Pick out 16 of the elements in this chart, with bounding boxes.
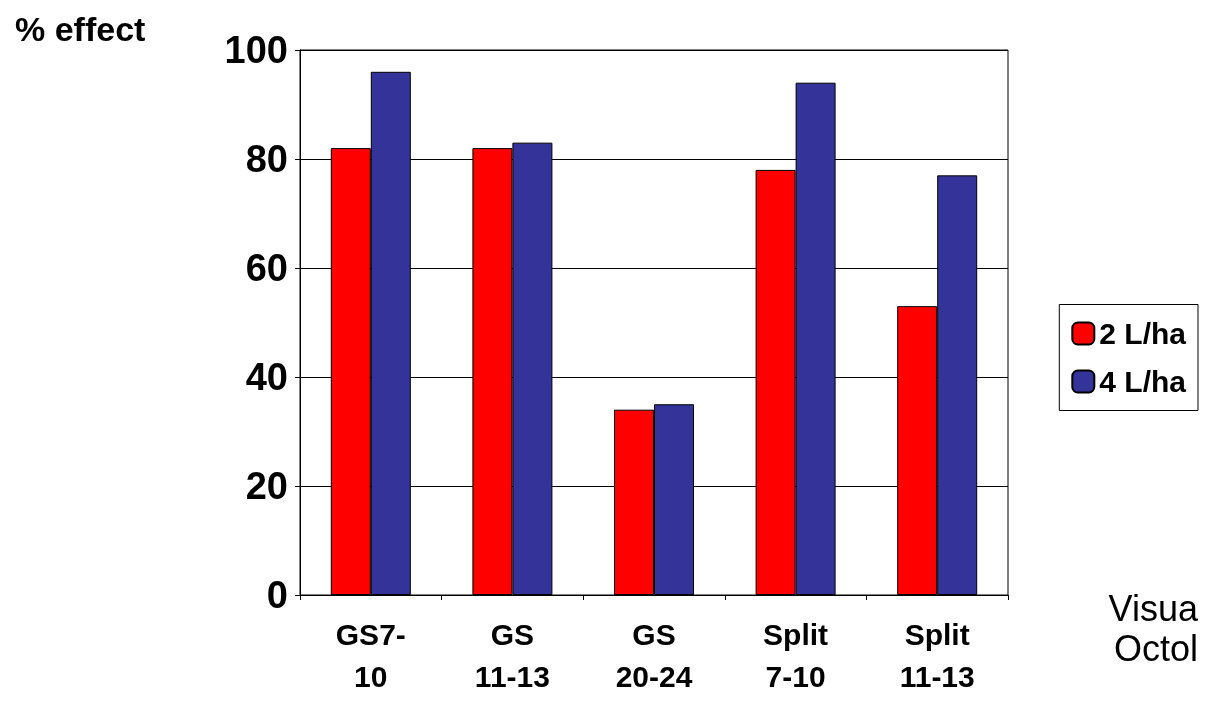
legend-label: 2 L/ha <box>1099 317 1187 350</box>
y-tick-label: 60 <box>245 247 288 289</box>
text: Visua <box>1108 587 1199 629</box>
y-tick-label: 20 <box>245 465 288 507</box>
x-tick-label: Split 11-13 <box>899 617 975 693</box>
x-tick-label: GS 20-24 <box>615 617 693 693</box>
y-tick-label: 100 <box>224 29 288 71</box>
text: Octol <box>1113 627 1199 669</box>
y-tick-label: 40 <box>245 356 288 398</box>
x-tick-label: Split 7-10 <box>763 617 829 693</box>
x-tick-label: GS7- 10 <box>335 617 406 693</box>
legend-label: 4 L/ha <box>1099 365 1187 398</box>
y-tick-label: 0 <box>266 574 288 616</box>
y-axis-title: % effect <box>15 10 146 48</box>
x-tick-label: GS 11-13 <box>474 617 550 693</box>
y-tick-label: 80 <box>245 138 288 180</box>
